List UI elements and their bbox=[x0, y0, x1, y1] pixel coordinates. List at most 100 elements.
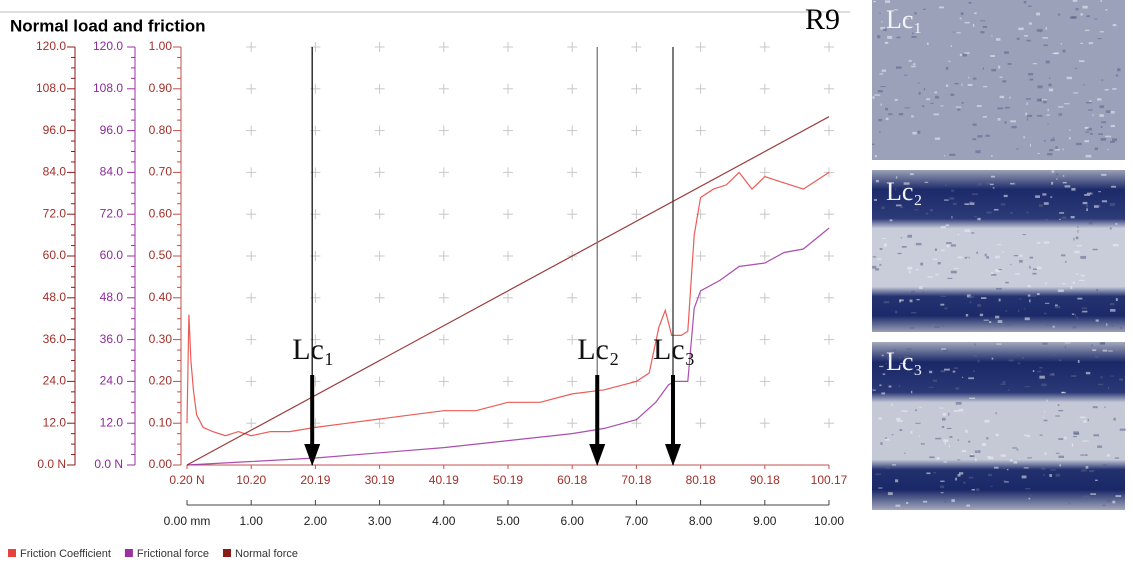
texture bbox=[1104, 406, 1106, 408]
texture bbox=[986, 211, 992, 214]
texture bbox=[915, 242, 922, 246]
texture bbox=[965, 313, 969, 317]
texture bbox=[926, 42, 929, 45]
texture bbox=[875, 179, 879, 183]
texture bbox=[987, 473, 993, 477]
texture bbox=[1044, 218, 1049, 222]
texture bbox=[1072, 0, 1078, 2]
texture bbox=[1059, 218, 1061, 221]
texture bbox=[946, 84, 949, 87]
texture bbox=[885, 117, 889, 121]
texture bbox=[1049, 373, 1055, 377]
texture bbox=[914, 409, 917, 411]
texture bbox=[976, 251, 978, 254]
texture bbox=[934, 137, 941, 140]
texture bbox=[1001, 251, 1005, 253]
texture bbox=[1023, 0, 1027, 4]
texture bbox=[1039, 98, 1042, 102]
y-tick-label: 96.0 bbox=[43, 123, 67, 137]
texture bbox=[1082, 440, 1089, 442]
texture bbox=[1072, 326, 1077, 329]
texture bbox=[903, 74, 908, 76]
y-tick-label: 48.0 bbox=[100, 290, 124, 304]
texture bbox=[1110, 375, 1115, 377]
texture bbox=[895, 204, 902, 207]
texture bbox=[933, 471, 936, 474]
texture bbox=[940, 303, 945, 306]
texture bbox=[1099, 105, 1105, 109]
texture bbox=[1004, 481, 1009, 483]
texture bbox=[1085, 154, 1092, 158]
texture bbox=[873, 0, 877, 3]
texture bbox=[932, 258, 938, 260]
texture bbox=[1015, 273, 1020, 275]
texture bbox=[1022, 357, 1025, 359]
texture bbox=[1113, 417, 1116, 421]
y-tick-label: 72.0 bbox=[100, 206, 124, 220]
x2-tick-label: 60.18 bbox=[557, 473, 587, 487]
texture bbox=[1107, 148, 1109, 151]
texture bbox=[1028, 5, 1032, 7]
y-tick-label: 0.10 bbox=[149, 415, 173, 429]
texture bbox=[997, 118, 1001, 121]
texture bbox=[1009, 459, 1013, 462]
texture bbox=[991, 155, 993, 157]
texture bbox=[1098, 204, 1101, 208]
texture bbox=[879, 365, 884, 368]
x2-tick-label: 80.18 bbox=[686, 473, 716, 487]
texture bbox=[930, 209, 933, 212]
texture bbox=[1093, 434, 1100, 437]
texture bbox=[1043, 44, 1049, 47]
x-tick-label: 2.00 bbox=[304, 514, 328, 528]
texture bbox=[957, 473, 961, 477]
texture bbox=[904, 452, 906, 454]
texture bbox=[903, 182, 910, 185]
texture bbox=[951, 189, 955, 192]
texture bbox=[1047, 153, 1053, 156]
texture bbox=[881, 69, 887, 72]
texture bbox=[1062, 175, 1065, 177]
texture bbox=[990, 485, 993, 487]
texture bbox=[872, 96, 875, 99]
texture bbox=[1096, 288, 1099, 292]
x2-tick-label: 0.20 N bbox=[169, 473, 204, 487]
series-line bbox=[186, 227, 830, 466]
y-tick-label: 108.0 bbox=[93, 81, 123, 95]
texture bbox=[926, 472, 931, 475]
texture bbox=[1112, 23, 1117, 27]
texture bbox=[1018, 309, 1020, 313]
texture bbox=[934, 248, 937, 251]
texture bbox=[898, 384, 900, 388]
texture bbox=[1043, 140, 1046, 142]
texture bbox=[909, 299, 913, 303]
texture bbox=[875, 268, 880, 271]
texture bbox=[881, 392, 886, 395]
texture bbox=[1046, 114, 1051, 116]
texture bbox=[1106, 454, 1111, 457]
y-tick-label: 0.70 bbox=[149, 165, 173, 179]
texture bbox=[1013, 182, 1016, 185]
texture bbox=[1055, 149, 1060, 151]
y-tick-label: 12.0 bbox=[43, 415, 67, 429]
texture bbox=[1076, 316, 1079, 320]
texture bbox=[1072, 281, 1075, 284]
sample-label: R9 bbox=[805, 3, 840, 36]
texture bbox=[935, 273, 939, 276]
texture bbox=[1057, 289, 1064, 293]
texture bbox=[942, 325, 945, 327]
texture bbox=[1071, 443, 1074, 446]
texture bbox=[1051, 353, 1058, 356]
texture bbox=[1050, 469, 1056, 471]
texture bbox=[977, 359, 980, 363]
texture bbox=[1062, 283, 1066, 285]
arrow-head bbox=[304, 444, 321, 466]
series-line bbox=[186, 116, 830, 466]
texture bbox=[1092, 406, 1098, 409]
texture bbox=[892, 464, 896, 466]
texture bbox=[1064, 436, 1067, 440]
texture bbox=[1115, 74, 1119, 77]
texture bbox=[1004, 51, 1009, 54]
texture bbox=[882, 373, 886, 375]
y-tick-label: 24.0 bbox=[43, 374, 67, 388]
y-tick-label: 0.30 bbox=[149, 332, 173, 346]
